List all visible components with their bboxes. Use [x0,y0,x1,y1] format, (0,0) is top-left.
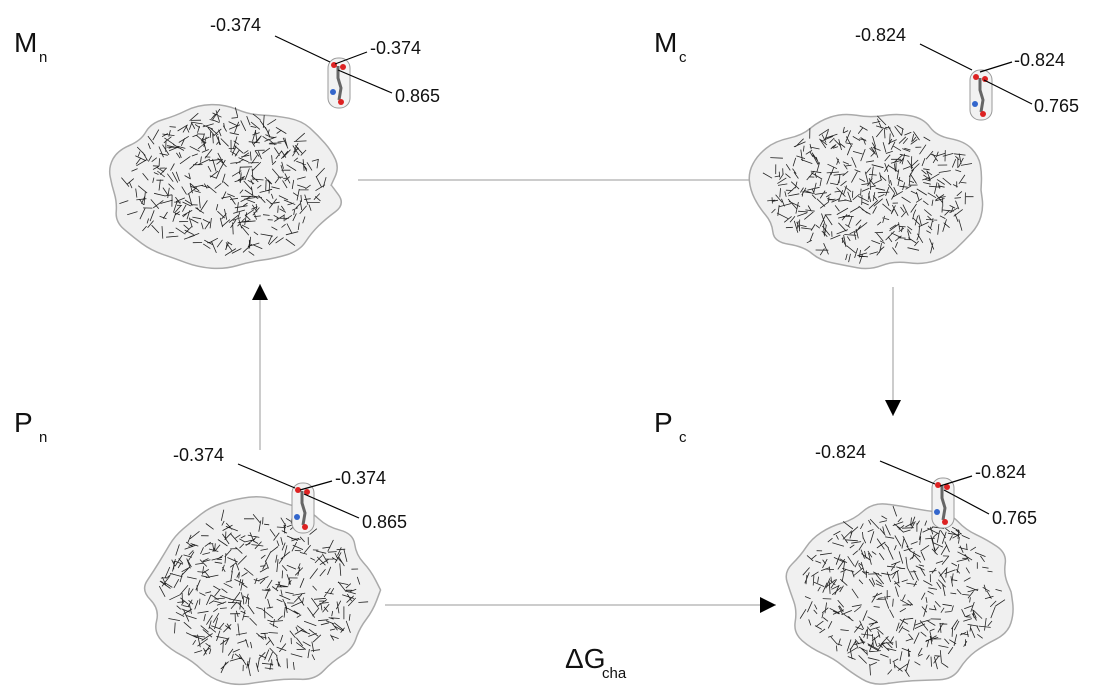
state-label-sub: n [39,429,47,446]
charge-label: -0.824 [1014,50,1065,70]
atom-o [980,111,986,117]
atom-o [942,519,948,525]
charge-label: 0.865 [395,86,440,106]
charge-label: -0.374 [335,468,386,488]
charge-label: -0.374 [173,445,224,465]
charge-label: -0.824 [855,25,906,45]
protein-surface [749,114,982,268]
protein-surface [786,504,1013,684]
atom-n [330,89,336,95]
leader-line [238,464,295,488]
state-label-sub: n [39,49,47,66]
charge-label: -0.824 [975,462,1026,482]
atom-o [340,64,346,70]
charge-label: -0.374 [210,15,261,35]
leader-line [980,62,1012,72]
edge-label: ΔG [565,643,605,674]
state-label: P [654,407,673,438]
leader-line [920,44,972,70]
state-label: P [14,407,33,438]
edge-label-sub: cha [602,665,627,682]
atom-o [331,62,337,68]
state-label: M [14,27,37,58]
atom-n [294,514,300,520]
atom-o [338,99,344,105]
atom-o [973,74,979,80]
charge-label: 0.765 [1034,96,1079,116]
atom-n [972,101,978,107]
atom-o [935,482,941,488]
leader-line [275,36,330,62]
leader-line [880,461,935,484]
charge-label: 0.865 [362,512,407,532]
atom-o [302,524,308,530]
state-label-sub: c [679,429,687,446]
state-label: M [654,27,677,58]
diagram: ΔG cha Mn -0.374 -0.374 0.865 Mc -0.824 -0.824… [0,0,1096,697]
atom-n [934,509,940,515]
charge-label: 0.765 [992,508,1037,528]
state-label-sub: c [679,49,687,66]
charge-label: -0.374 [370,38,421,58]
charge-label: -0.824 [815,442,866,462]
